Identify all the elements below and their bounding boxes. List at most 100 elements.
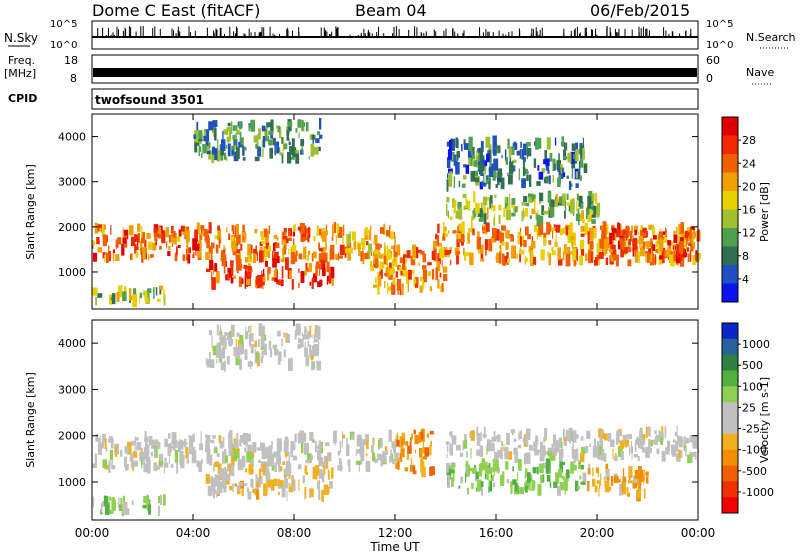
echo-cell bbox=[288, 228, 292, 237]
echo-cell bbox=[676, 243, 679, 256]
echo-cell bbox=[259, 246, 263, 254]
echo-cell bbox=[511, 202, 515, 208]
echo-cell bbox=[315, 445, 321, 449]
echo-cell bbox=[325, 242, 327, 251]
echo-cell bbox=[578, 460, 581, 469]
echo-cell bbox=[224, 360, 226, 372]
echo-cell bbox=[640, 224, 643, 231]
echo-cell bbox=[365, 463, 367, 471]
echo-cell bbox=[222, 335, 226, 342]
echo-cell bbox=[557, 247, 561, 260]
echo-cell bbox=[440, 285, 443, 292]
echo-cell bbox=[566, 175, 569, 179]
echo-cell bbox=[482, 196, 488, 206]
echo-cell bbox=[596, 202, 601, 216]
echo-cell bbox=[245, 442, 247, 447]
echo-cell bbox=[288, 486, 291, 493]
echo-cell bbox=[567, 230, 572, 243]
echo-cell bbox=[95, 297, 97, 306]
echo-cell bbox=[449, 444, 453, 456]
echo-cell bbox=[288, 230, 290, 237]
echo-cell bbox=[226, 126, 231, 131]
echo-cell bbox=[135, 246, 139, 250]
echo-cell bbox=[442, 236, 446, 241]
echo-cell bbox=[486, 439, 491, 452]
echo-cell bbox=[599, 480, 601, 489]
echo-cell bbox=[659, 238, 663, 251]
echo-cell bbox=[142, 231, 146, 235]
echo-cell bbox=[446, 179, 449, 192]
echo-cell bbox=[146, 233, 151, 239]
echo-cell bbox=[185, 447, 189, 459]
echo-cell bbox=[194, 130, 199, 143]
echo-cell bbox=[236, 147, 240, 159]
echo-cell bbox=[317, 146, 321, 151]
echo-cell bbox=[241, 489, 244, 497]
echo-cell bbox=[527, 193, 533, 198]
echo-cell bbox=[605, 468, 610, 480]
x-tick-label: 16:00 bbox=[479, 526, 514, 540]
echo-cell bbox=[473, 160, 478, 167]
echo-cell bbox=[221, 139, 226, 152]
echo-cell bbox=[223, 244, 225, 250]
echo-cell bbox=[475, 177, 480, 183]
echo-cell bbox=[273, 269, 277, 278]
echo-cell bbox=[341, 440, 343, 448]
echo-cell bbox=[148, 254, 150, 261]
echo-cell bbox=[380, 254, 383, 259]
echo-cell bbox=[214, 474, 217, 487]
echo-cell bbox=[500, 446, 503, 460]
echo-cell bbox=[485, 136, 491, 148]
echo-cell bbox=[183, 441, 188, 446]
echo-cell bbox=[601, 449, 605, 461]
echo-cell bbox=[392, 441, 397, 449]
echo-cell bbox=[367, 229, 371, 233]
echo-cell bbox=[619, 431, 622, 436]
echo-cell bbox=[234, 225, 236, 238]
echo-cell bbox=[228, 439, 233, 448]
echo-cell bbox=[426, 433, 429, 438]
echo-cell bbox=[523, 196, 528, 203]
echo-cell bbox=[387, 282, 389, 295]
echo-cell bbox=[463, 139, 466, 145]
echo-cell bbox=[575, 171, 578, 179]
echo-cell bbox=[111, 293, 116, 305]
echo-cell bbox=[147, 290, 149, 298]
echo-cell bbox=[317, 281, 322, 287]
echo-cell bbox=[572, 430, 577, 443]
echo-cell bbox=[94, 456, 97, 461]
echo-cell bbox=[231, 149, 235, 155]
echo-cell bbox=[234, 483, 237, 487]
echo-cell bbox=[133, 460, 138, 467]
echo-cell bbox=[267, 266, 271, 274]
echo-cell bbox=[97, 224, 102, 232]
echo-cell bbox=[498, 251, 502, 264]
echo-cell bbox=[506, 209, 511, 221]
echo-cell bbox=[380, 227, 384, 234]
echo-cell bbox=[130, 452, 133, 460]
echo-cell bbox=[226, 156, 228, 162]
echo-cell bbox=[463, 439, 468, 449]
echo-cell bbox=[214, 263, 218, 272]
echo-cell bbox=[541, 205, 545, 216]
echo-cell bbox=[282, 236, 288, 240]
echo-cell bbox=[390, 245, 394, 249]
echo-cell bbox=[244, 447, 247, 453]
echo-cell bbox=[261, 351, 264, 358]
echo-cell bbox=[527, 472, 531, 483]
echo-cell bbox=[420, 276, 423, 282]
echo-cell bbox=[290, 156, 295, 160]
echo-cell bbox=[419, 285, 423, 293]
echo-cell bbox=[458, 180, 461, 188]
echo-cell bbox=[280, 258, 285, 263]
echo-cell bbox=[193, 252, 195, 256]
echo-cell bbox=[617, 446, 623, 457]
echo-cell bbox=[380, 244, 382, 248]
echo-cell bbox=[168, 245, 171, 251]
echo-cell bbox=[498, 214, 501, 224]
echo-cell bbox=[619, 440, 625, 449]
echo-cell bbox=[236, 129, 240, 135]
echo-cell bbox=[437, 242, 442, 247]
echo-cell bbox=[596, 244, 601, 254]
echo-cell bbox=[276, 125, 278, 129]
